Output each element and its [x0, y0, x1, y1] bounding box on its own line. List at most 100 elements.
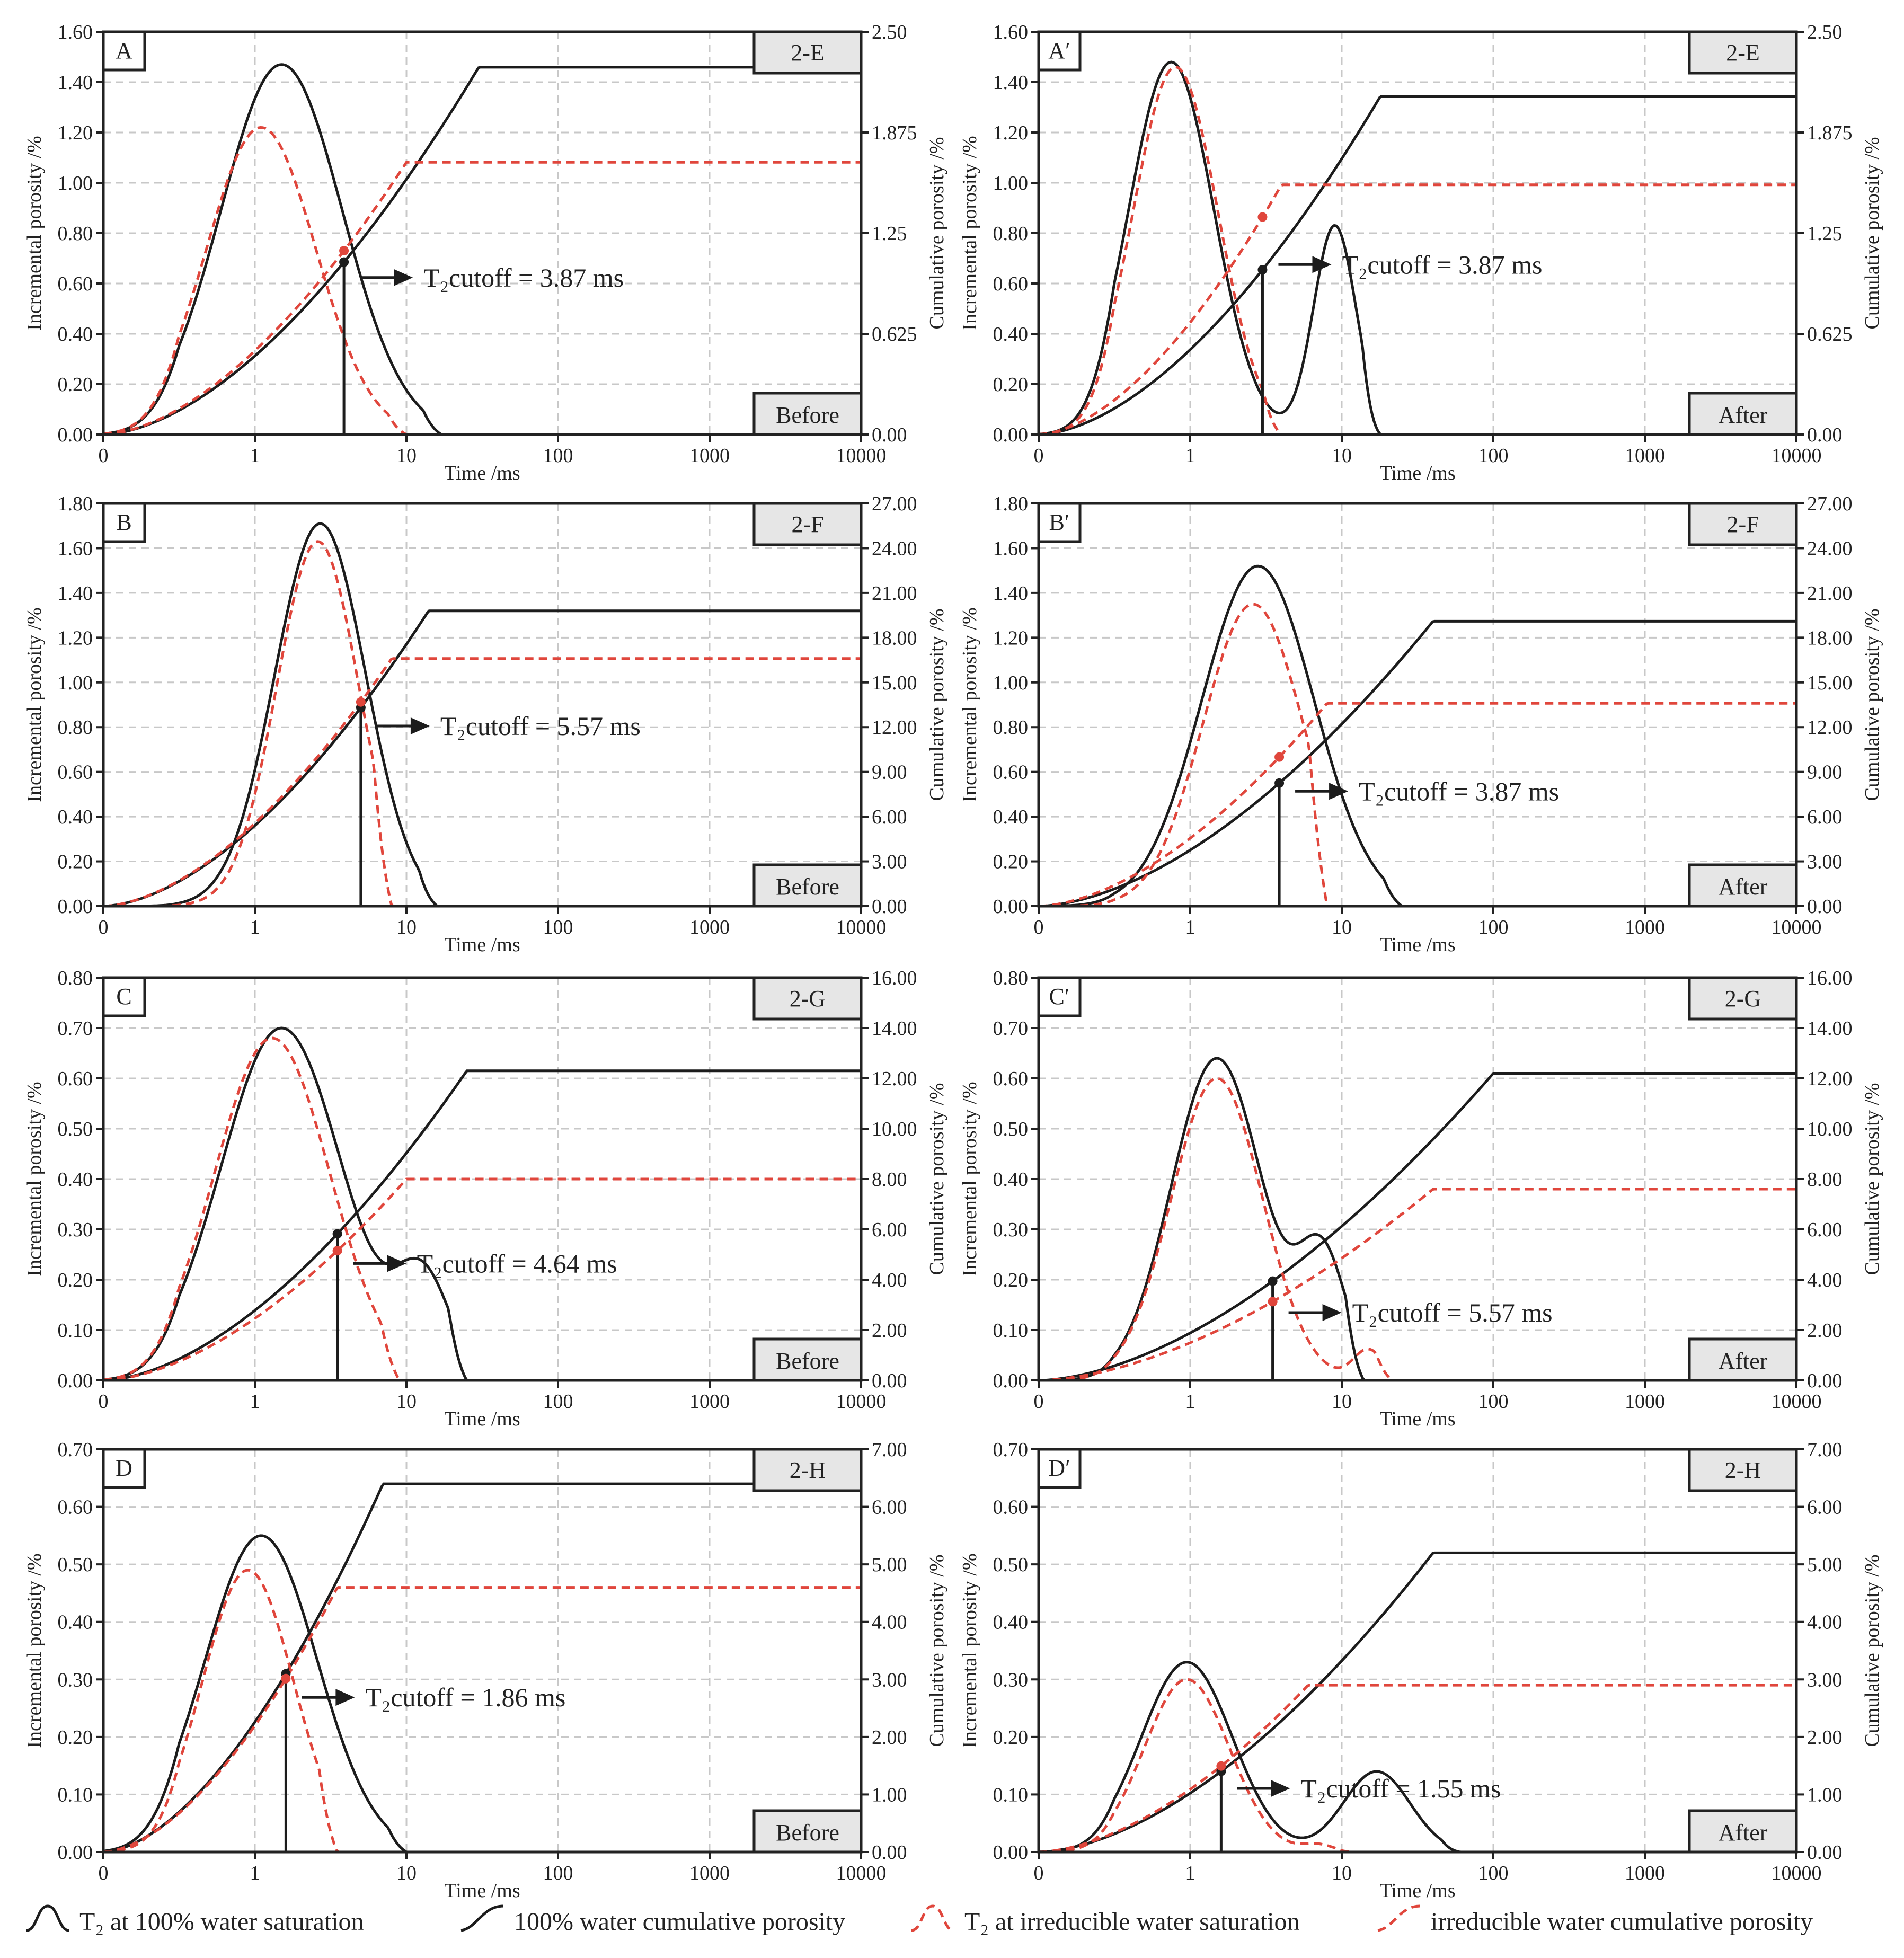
t2-irreducible-line: [1039, 603, 1796, 908]
y-left-tick-label: 0.70: [993, 1439, 1029, 1461]
y-right-axis-title: Cumulative porosity /%: [926, 608, 948, 801]
y-right-tick-label: 2.50: [872, 21, 907, 43]
y-right-tick-label: 2.00: [1807, 1319, 1843, 1342]
y-left-tick-label: 0.10: [58, 1784, 93, 1806]
x-tick-label: 10000: [1772, 1390, 1822, 1413]
state-label: After: [1719, 402, 1768, 428]
x-axis-title: Time /ms: [444, 462, 520, 484]
panel-label-box: [1037, 502, 1082, 543]
y-right-axis-title: Cumulative porosity /%: [1861, 1554, 1883, 1747]
chart-panel-6: 0.00 0.10 0.20 0.30 0.40 0.50 0.60 0.70 0.80 0.00…: [959, 967, 1883, 1430]
x-tick-label: 0: [99, 445, 109, 467]
sample-label: 2-H: [790, 1457, 826, 1483]
y-left-tick-label: 0.10: [993, 1784, 1029, 1806]
y-right-tick-label: 0.00: [1807, 896, 1843, 918]
x-axis-title: Time /ms: [444, 934, 520, 956]
y-right-tick-label: 2.00: [872, 1319, 907, 1342]
state-label: After: [1719, 1348, 1768, 1374]
x-tick-label: 1000: [1625, 1390, 1665, 1413]
x-tick-label: 100: [1478, 916, 1509, 938]
y-left-tick-label: 0.40: [58, 1168, 93, 1191]
x-tick-label: 100: [543, 1862, 573, 1884]
plot-frame: [1037, 976, 1798, 1382]
y-left-tick-label: 0.20: [993, 1726, 1029, 1749]
y-left-tick-label: 1.00: [993, 672, 1029, 694]
sample-label: 2-E: [1726, 40, 1760, 66]
y-left-tick-label: 0.40: [993, 1611, 1029, 1634]
y-right-tick-label: 9.00: [1807, 761, 1843, 784]
x-tick-label: 1000: [689, 445, 730, 467]
y-right-tick-label: 24.00: [872, 537, 917, 560]
cutoff-arrow-head: [1329, 783, 1349, 800]
cutoff-point-red: [1268, 1297, 1278, 1307]
y-right-tick-label: 1.875: [872, 122, 917, 144]
y-right-tick-label: 16.00: [1807, 967, 1853, 989]
x-tick-label: 0: [1034, 916, 1044, 938]
y-left-tick-label: 0.80: [58, 716, 93, 739]
y-right-tick-label: 12.00: [872, 716, 917, 739]
cumulative-100-water-line: [103, 1482, 861, 1854]
y-left-tick-label: 0.70: [993, 1017, 1029, 1040]
legend-glyph: [460, 1904, 504, 1932]
cutoff-point-black: [1268, 1276, 1278, 1286]
y-left-tick-label: 0.20: [58, 374, 93, 396]
panel-label: D′: [1048, 1455, 1070, 1481]
plot-frame: [102, 976, 863, 1382]
y-right-axis-title: Cumulative porosity /%: [926, 1554, 948, 1747]
sample-label: 2-H: [1725, 1457, 1761, 1483]
y-right-tick-label: 8.00: [872, 1168, 907, 1191]
y-left-tick-label: 0.40: [58, 1611, 93, 1634]
y-left-tick-label: 1.20: [993, 122, 1029, 144]
y-left-tick-label: 0.40: [993, 323, 1029, 345]
x-tick-label: 10: [1332, 1390, 1352, 1413]
y-right-tick-label: 0.00: [872, 424, 907, 446]
y-left-tick-label: 0.60: [993, 1068, 1029, 1090]
y-left-tick-label: 0.80: [58, 223, 93, 245]
y-left-tick-label: 0.30: [993, 1669, 1029, 1691]
sample-label: 2-F: [791, 511, 823, 537]
x-tick-label: 10000: [836, 1862, 887, 1884]
panel-label: C: [116, 984, 131, 1009]
x-tick-label: 0: [99, 1862, 109, 1884]
cutoff-label: T₂cutoff = 4.64 ms: [417, 1248, 617, 1278]
cutoff-point-red: [281, 1673, 291, 1684]
y-right-axis-title: Cumulative porosity /%: [1861, 137, 1883, 329]
cutoff-arrow-head: [1322, 1304, 1342, 1321]
x-tick-label: 1: [1185, 445, 1195, 467]
y-left-tick-label: 0.60: [993, 273, 1029, 295]
state-label: Before: [776, 874, 839, 900]
cutoff-arrow-head: [410, 717, 430, 735]
y-right-tick-label: 4.00: [1807, 1611, 1843, 1634]
y-right-tick-label: 18.00: [872, 627, 917, 649]
state-label: Before: [776, 1820, 839, 1846]
sample-label: 2-G: [790, 986, 826, 1012]
legend-glyph: [911, 1904, 954, 1932]
t2-100-water-line: [1038, 1057, 1796, 1382]
y-right-tick-label: 6.00: [872, 806, 907, 828]
y-left-tick-label: 0.10: [58, 1319, 93, 1342]
panel-label-box: [102, 502, 146, 543]
y-left-tick-label: 0.00: [58, 896, 93, 918]
y-left-tick-label: 0.20: [993, 851, 1029, 873]
y-right-tick-label: 4.00: [872, 1269, 907, 1291]
legend-label: T₂ at 100% water saturation: [79, 1908, 364, 1936]
y-left-tick-label: 0.00: [993, 1370, 1029, 1392]
y-right-tick-label: 3.00: [872, 1669, 907, 1691]
sample-box: [752, 1448, 863, 1492]
sample-box: [1688, 976, 1798, 1021]
x-tick-label: 1: [250, 1390, 260, 1413]
cumulative-irreducible-line: [1038, 702, 1796, 908]
panel-label-box: [1037, 976, 1082, 1017]
cutoff-label: T₂cutoff = 5.57 ms: [440, 711, 641, 741]
x-tick-label: 10: [396, 445, 417, 467]
chart-panel-8: 0.00 0.10 0.20 0.30 0.40 0.50 0.60 0.70 0.00 1.00…: [959, 1439, 1883, 1902]
sample-box: [1688, 502, 1798, 546]
sample-box: [1688, 30, 1798, 75]
state-label: Before: [776, 1348, 839, 1374]
cumulative-irreducible-line: [1038, 1684, 1796, 1854]
y-left-tick-label: 0.50: [993, 1554, 1029, 1576]
x-axis-title: Time /ms: [444, 1408, 520, 1430]
chart-panel-4: 0.00 0.20 0.40 0.60 0.80 1.00 1.20 1.40 1.60 1.80…: [959, 493, 1883, 956]
y-left-tick-label: 0.20: [58, 1269, 93, 1291]
y-left-tick-label: 0.40: [58, 323, 93, 345]
